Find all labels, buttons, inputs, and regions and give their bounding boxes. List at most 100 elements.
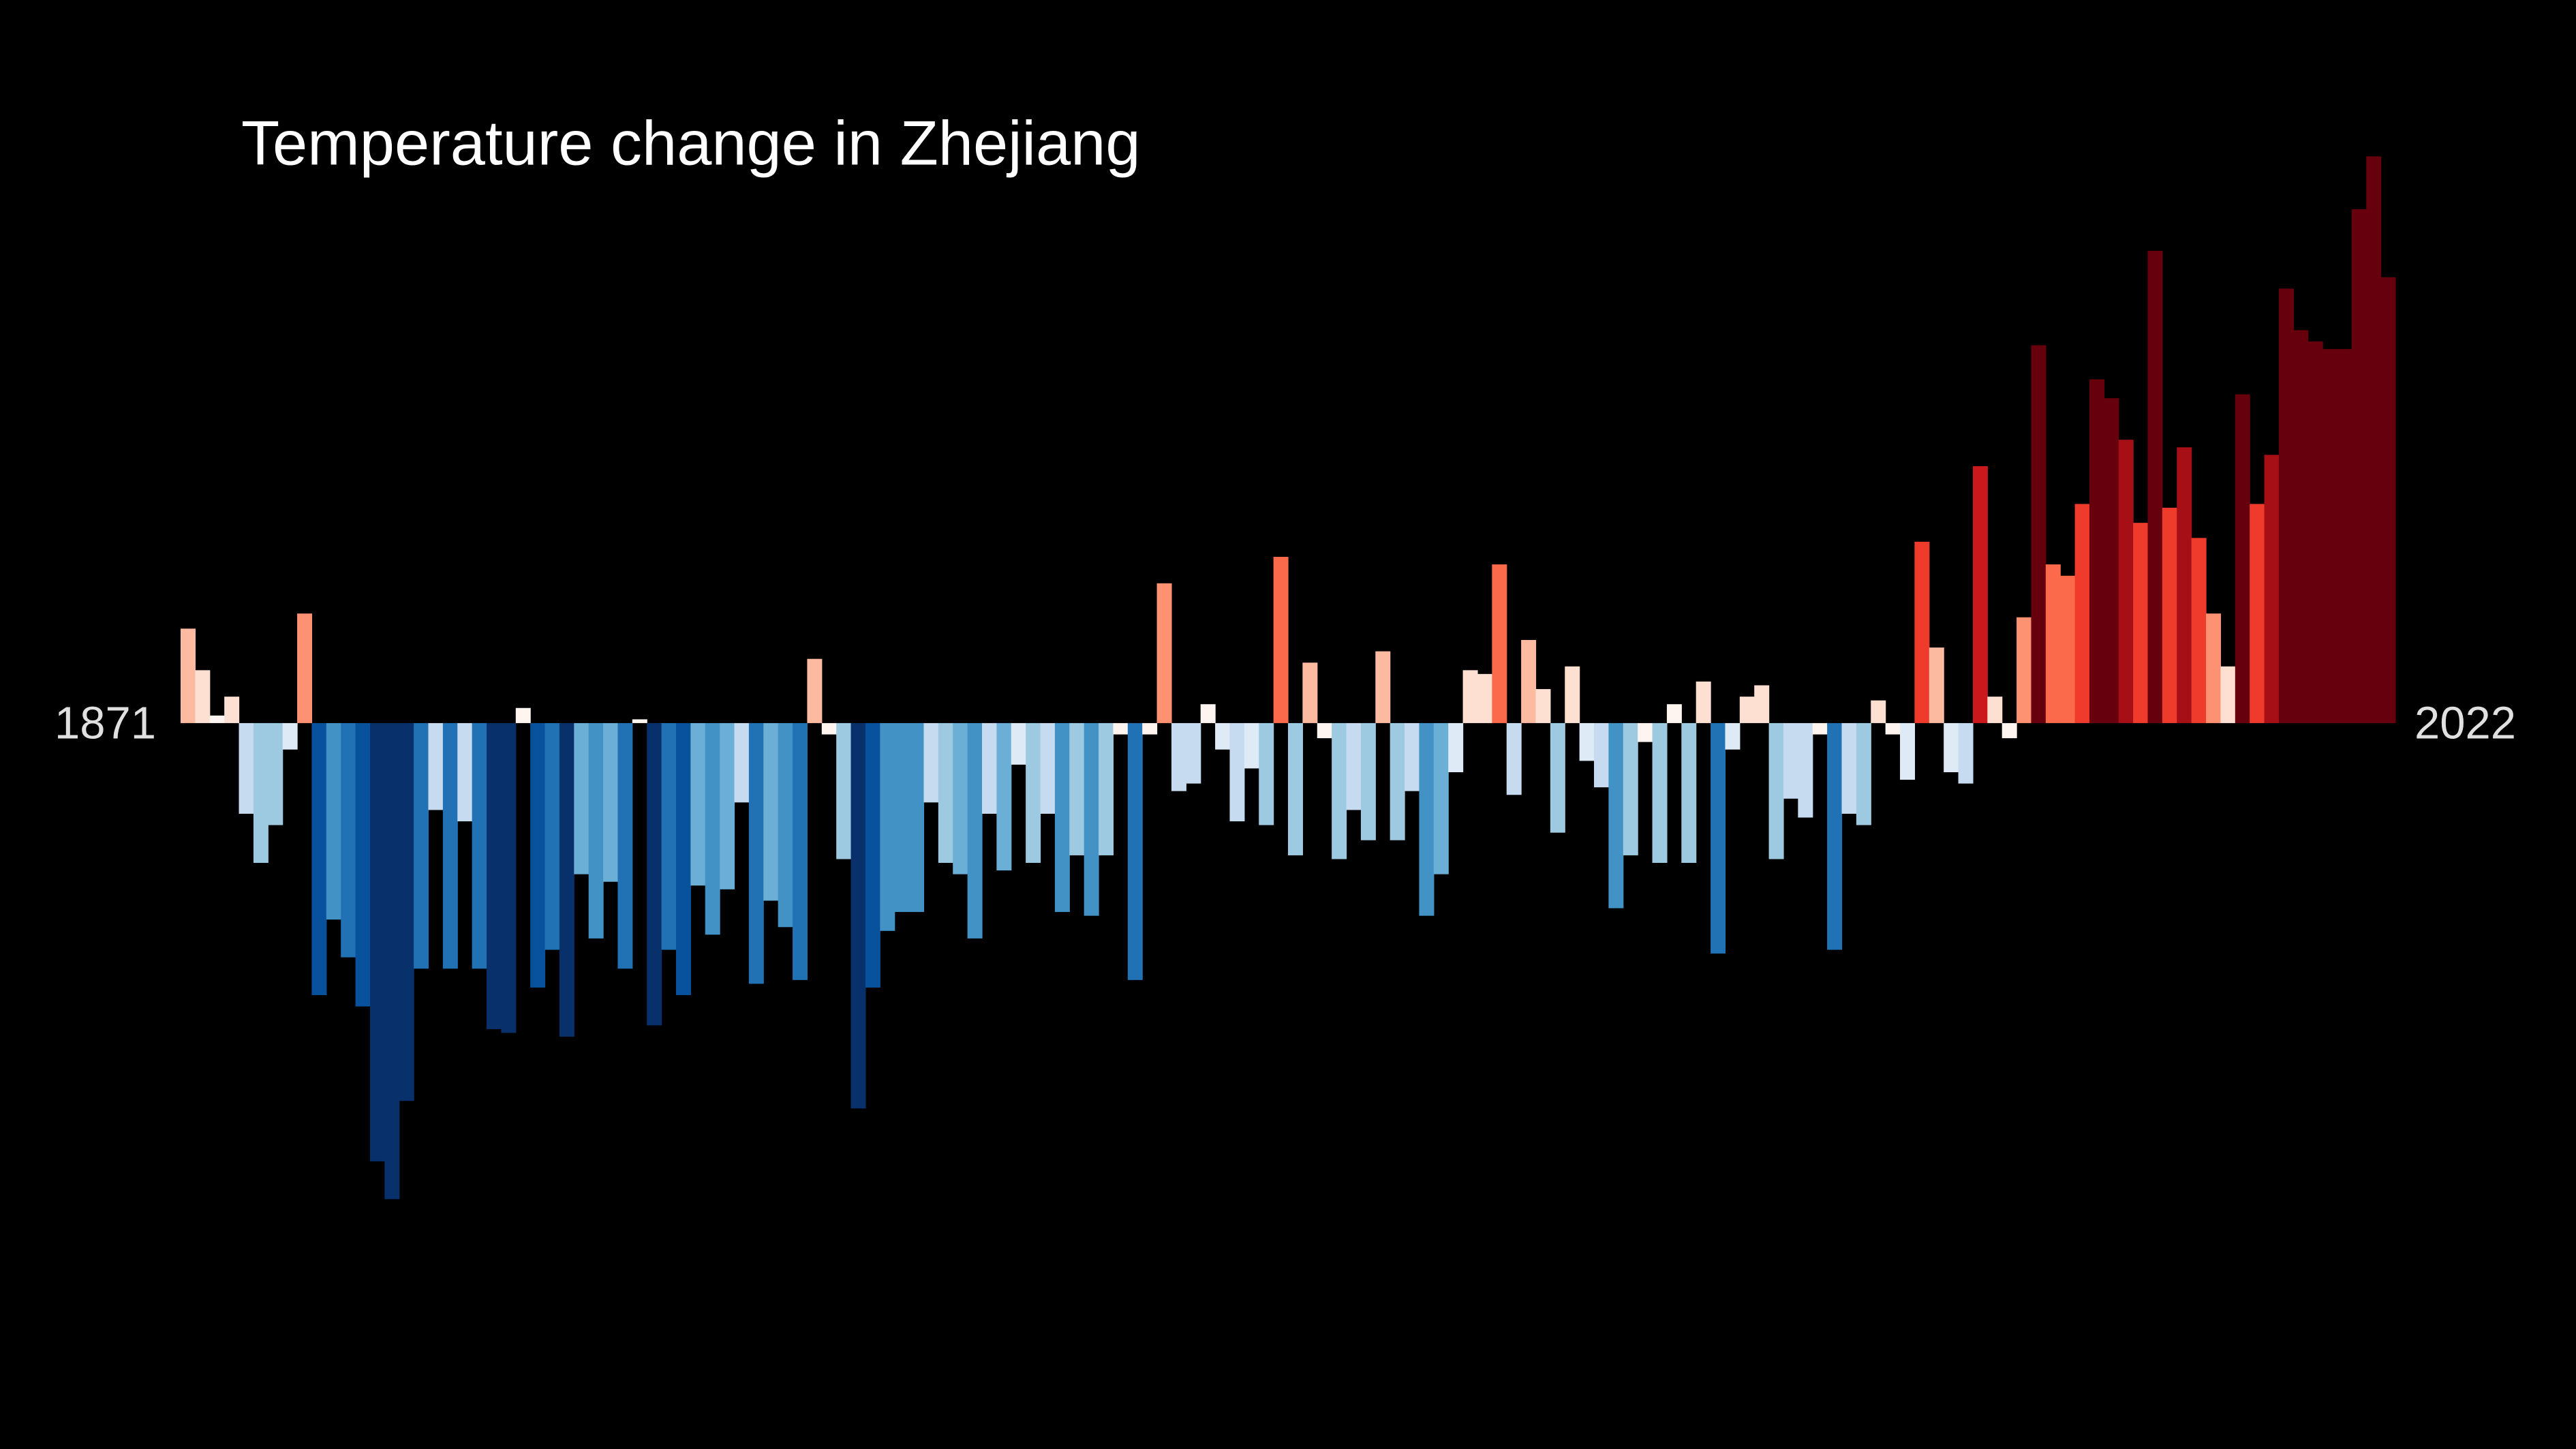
bar [632,719,647,723]
bar [1142,722,1158,735]
bar [1929,647,1944,723]
bar [2366,156,2382,723]
bar [2162,507,2177,723]
bar [1171,722,1186,791]
bar [2307,341,2323,723]
bar [2278,288,2294,723]
bar [821,722,837,735]
bar [1812,722,1828,735]
chart-title: Temperature change in Zhejiang [241,108,1141,178]
bar [1623,722,1638,855]
x-tick-label: 1871 [55,698,156,749]
bar [559,722,574,1037]
bar [209,715,225,723]
x-tick-label: 2022 [2414,698,2516,749]
bar [311,722,327,996]
bar [1565,666,1580,723]
bar [793,722,808,980]
bar [2104,398,2119,723]
bar [1521,639,1537,723]
bar [865,722,880,988]
bar [2017,617,2032,723]
bar [355,722,371,1007]
bar [1944,722,1959,772]
bar [224,697,240,723]
bar [1317,722,1332,739]
bar [501,722,517,1033]
bar [880,722,895,931]
bar [2380,277,2396,723]
bar [181,628,196,723]
bar [2002,722,2017,739]
bar [2250,504,2265,723]
bar [2089,379,2104,723]
bar [369,722,385,1161]
bar [2235,394,2250,723]
bar [2074,504,2090,723]
bar [850,722,866,1109]
bar [2133,523,2149,723]
bar [326,722,341,920]
bar [2118,440,2134,723]
bar [1492,564,1507,723]
bar [1841,722,1857,814]
bar [414,722,429,969]
bar [282,722,298,750]
bar [1681,722,1697,864]
bar [981,722,997,814]
bar [1405,722,1420,791]
bar [574,722,589,874]
bar [1099,722,1114,855]
bar [675,722,691,996]
bar [1783,722,1798,799]
bar [705,722,720,935]
bar [938,722,953,864]
bar [457,722,473,822]
bar [1011,722,1026,765]
bar [545,722,560,950]
bar [1885,722,1901,735]
bar [2351,209,2367,723]
bar [996,722,1012,871]
bar [1594,722,1609,788]
bar [690,722,706,886]
bar [1156,583,1172,723]
bar [428,722,444,810]
bar [1666,704,1682,723]
bar [1535,689,1551,723]
bar [1229,722,1245,822]
bar [1506,722,1522,795]
bar [1200,704,1216,723]
bar [1462,670,1478,723]
bar [297,613,313,723]
bar [487,722,502,1029]
bar [603,722,619,882]
bar [1390,722,1405,840]
bar [1768,722,1784,859]
bar [2293,330,2309,723]
bar [1069,722,1085,855]
bar [1215,722,1231,750]
bar [1433,722,1449,874]
bar [2045,564,2061,723]
bar [661,722,677,950]
bar [2031,345,2046,723]
bar [1754,685,1770,723]
bar [894,722,910,913]
bar [1054,722,1070,913]
bar [1914,541,1930,723]
bar [2191,538,2207,723]
bar [1259,722,1274,825]
bar [1696,681,1711,723]
bar [1186,722,1201,784]
bar [909,722,925,913]
bar [515,707,531,723]
bar [1302,662,1318,723]
bar [1477,673,1492,723]
bar [647,722,662,1026]
bar [763,722,779,901]
bar [617,722,633,969]
bar [1550,722,1565,833]
bar [1958,722,1974,784]
bar [923,722,939,803]
